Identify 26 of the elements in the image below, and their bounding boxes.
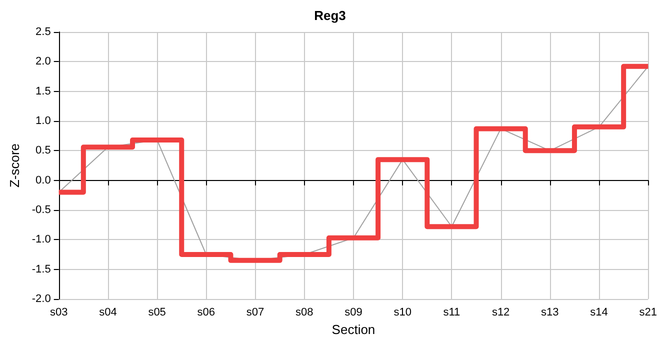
x-tick-label: s06 (197, 306, 216, 318)
x-tick-label: s07 (246, 306, 264, 318)
y-tick-label: -1.0 (32, 234, 51, 246)
x-tick-label: s14 (590, 306, 608, 318)
x-tick-label: s12 (492, 306, 510, 318)
y-tick-label: 2.5 (36, 26, 51, 38)
x-tick-label: s21 (639, 306, 658, 318)
x-tick-label: s09 (344, 306, 362, 318)
y-tick-label: 0.5 (36, 144, 51, 157)
x-tick-label: s05 (148, 306, 166, 318)
x-tick-label: s03 (50, 306, 68, 318)
chart-title: Reg3 (314, 8, 346, 23)
y-tick-label: 2.0 (36, 56, 51, 68)
x-tick-label: s10 (394, 306, 412, 318)
x-axis-title: Section (332, 322, 376, 337)
y-tick-label: 0.0 (36, 174, 51, 186)
y-tick-label: -1.5 (32, 263, 51, 276)
x-tick-label: s13 (541, 306, 559, 318)
y-tick-label: -0.5 (32, 204, 51, 216)
y-tick-label: 1.5 (36, 85, 51, 98)
y-tick-label: 1.0 (36, 115, 51, 127)
x-tick-label: s11 (443, 306, 460, 318)
y-axis-title: Z-score (7, 143, 22, 188)
x-tick-label: s08 (296, 306, 314, 318)
x-tick-label: s04 (99, 306, 117, 318)
y-tick-label: -2.0 (32, 293, 51, 305)
